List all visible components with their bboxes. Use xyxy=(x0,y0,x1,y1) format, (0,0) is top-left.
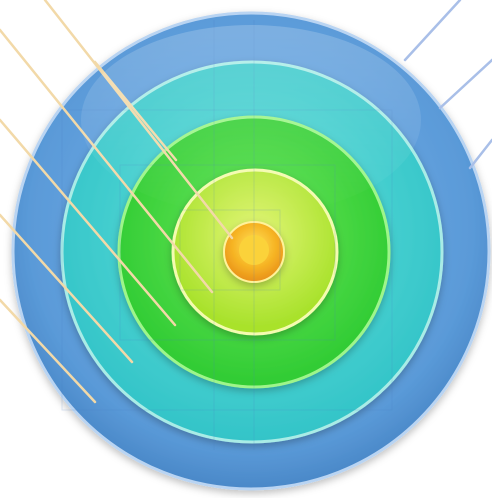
left-connector-line xyxy=(0,213,134,364)
left-connector-line xyxy=(0,118,177,327)
center-dot-inner xyxy=(239,235,269,265)
right-connector-line xyxy=(468,138,492,170)
gloss-highlight xyxy=(81,25,421,215)
right-connector-line xyxy=(403,0,462,62)
right-connector-line xyxy=(438,58,492,110)
right-connector-lines xyxy=(403,0,492,170)
left-connector-line xyxy=(0,298,97,404)
